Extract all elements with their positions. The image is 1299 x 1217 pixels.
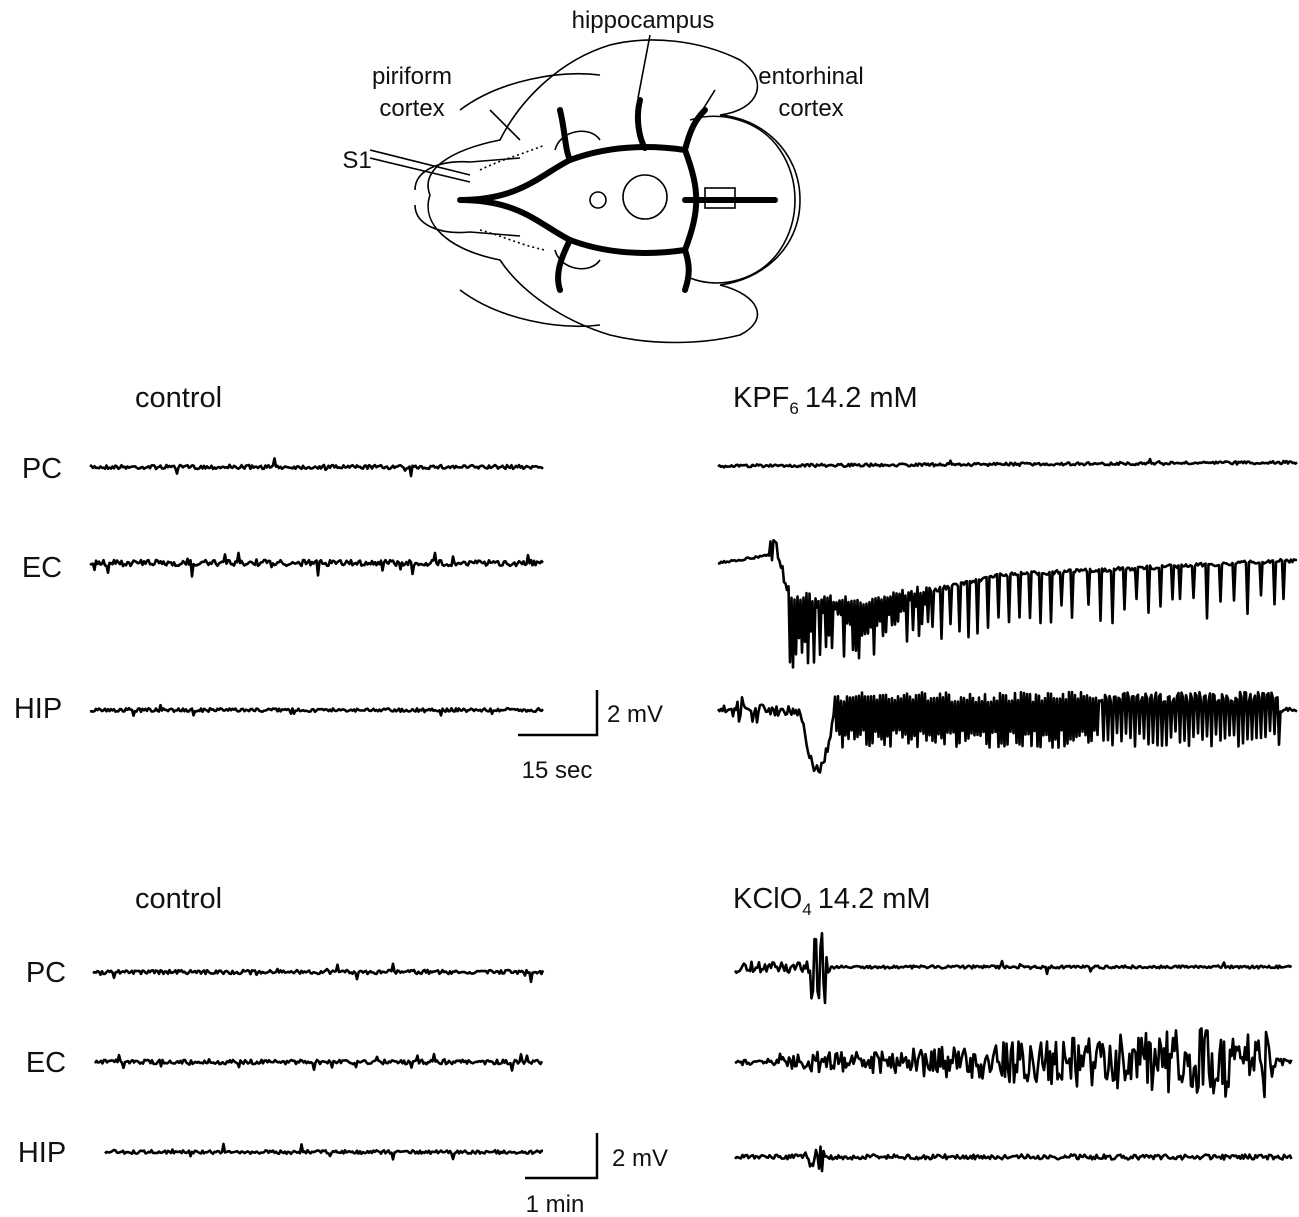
trace	[95, 1054, 542, 1070]
label: cortex	[778, 95, 843, 122]
label: hippocampus	[572, 7, 715, 34]
figure: hippocampus piriform cortex entorhinal c…	[0, 0, 1299, 1217]
trace	[735, 1028, 1292, 1097]
scale-label: 15 sec	[522, 757, 593, 784]
scale-bar	[525, 1133, 597, 1178]
channel-label: HIP	[14, 693, 62, 725]
title-part: 14.2 mM	[805, 382, 918, 414]
title-part: 14.2 mM	[818, 883, 931, 915]
trace	[735, 933, 1292, 1003]
trace	[93, 964, 543, 982]
panel-title: KClO4 14.2 mM	[733, 883, 931, 919]
scale-bar	[518, 690, 597, 735]
scale-label: 2 mV	[612, 1145, 668, 1172]
channel-label: PC	[22, 453, 62, 485]
scale-label: 2 mV	[607, 701, 663, 728]
title-sub: 6	[789, 399, 798, 418]
panel-title: KPF6 14.2 mM	[733, 382, 918, 418]
panel-title: control	[135, 382, 222, 414]
label: S1	[342, 147, 371, 174]
channel-label: EC	[26, 1047, 66, 1079]
trace	[718, 540, 1297, 667]
trace	[718, 459, 1297, 467]
title-part: KClO	[733, 883, 802, 915]
label: cortex	[379, 95, 444, 122]
label: piriform	[372, 63, 452, 90]
label: entorhinal	[758, 63, 863, 90]
channel-label: PC	[26, 957, 66, 989]
panel-title: control	[135, 883, 222, 915]
scale-label: 1 min	[526, 1191, 585, 1217]
trace	[735, 1147, 1292, 1171]
channel-label: EC	[22, 552, 62, 584]
title-sub: 4	[802, 900, 811, 919]
title-part: KPF	[733, 382, 789, 414]
channel-label: HIP	[18, 1137, 66, 1169]
trace	[718, 692, 1297, 773]
trace	[90, 553, 543, 577]
trace	[105, 1144, 543, 1159]
traces	[90, 458, 1297, 1171]
trace	[90, 705, 543, 716]
trace	[90, 458, 543, 476]
